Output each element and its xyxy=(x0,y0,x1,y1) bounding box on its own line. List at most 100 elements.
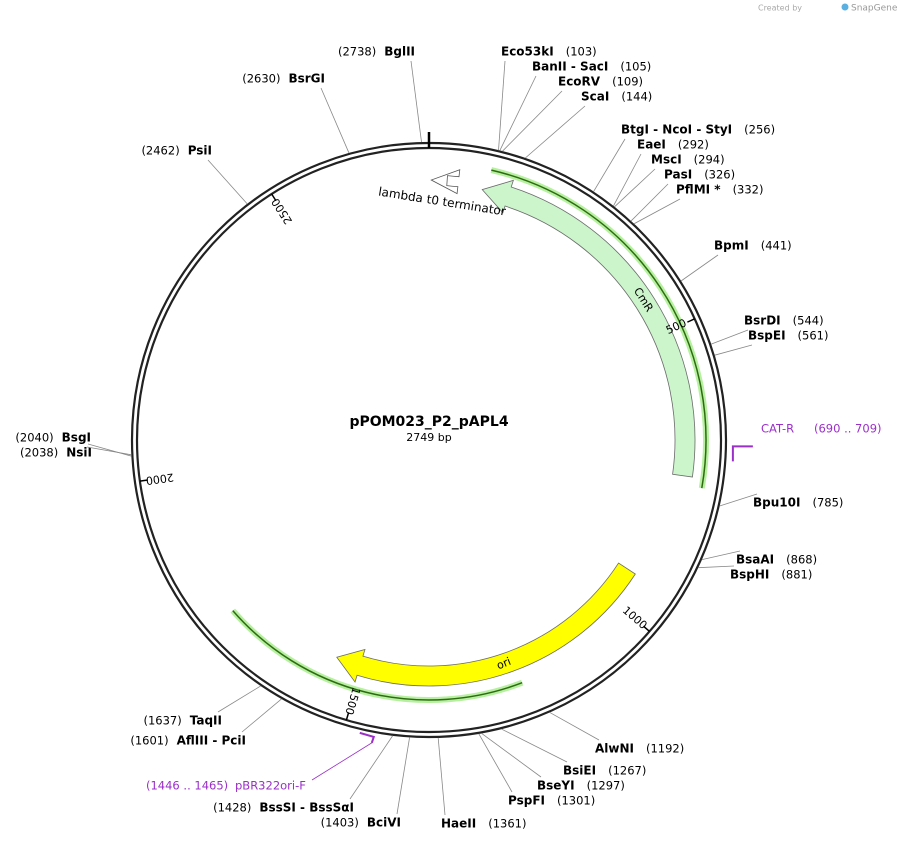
primer-leader xyxy=(311,742,372,781)
site-position: (103) xyxy=(566,45,597,59)
primer-range: (1446 .. 1465) xyxy=(146,779,228,793)
site-position: (292) xyxy=(678,138,709,152)
feature-ori xyxy=(336,562,636,687)
site-leader xyxy=(320,87,350,154)
site-position: (561) xyxy=(798,329,829,343)
site-position: (1267) xyxy=(608,764,646,778)
tick-mark xyxy=(687,318,695,323)
site-position: (2630) xyxy=(242,72,280,86)
site-name: BsrGI xyxy=(288,72,325,86)
site-position: (868) xyxy=(786,553,817,567)
site-name: EaeI xyxy=(637,138,666,152)
site-leader xyxy=(630,183,669,222)
site-leader xyxy=(501,728,568,763)
site-leader xyxy=(87,443,132,457)
site-name: BsaAI xyxy=(736,553,774,567)
site-position: (1361) xyxy=(488,817,526,831)
site-position: (332) xyxy=(733,183,764,197)
site-name: BtgI - NcoI - StyI xyxy=(621,123,732,137)
site-name: BciVI xyxy=(367,816,401,830)
site-name: BspHI xyxy=(730,568,769,582)
site-position: (1428) xyxy=(213,801,251,815)
site-name: NsiI xyxy=(66,446,92,460)
site-name: HaeII xyxy=(441,817,476,831)
tick-label: 2500 xyxy=(269,196,295,227)
site-name: MscI xyxy=(651,153,682,167)
site-leader xyxy=(396,737,410,815)
site-position: (326) xyxy=(704,168,735,182)
site-leader xyxy=(502,90,563,152)
site-position: (294) xyxy=(694,153,725,167)
site-leader xyxy=(711,329,749,345)
site-leader xyxy=(498,60,506,151)
site-position: (1403) xyxy=(321,816,359,830)
feature-label: ori xyxy=(495,655,513,672)
site-leader xyxy=(217,685,261,713)
site-leader xyxy=(680,254,719,282)
site-position: (144) xyxy=(621,90,652,104)
site-leader xyxy=(633,198,681,225)
site-position: (785) xyxy=(812,496,843,510)
ori-glow xyxy=(230,608,524,703)
site-leader xyxy=(549,712,600,741)
site-name: EcoRV xyxy=(558,75,601,89)
site-position: (2038) xyxy=(20,446,58,460)
tick-mark xyxy=(642,625,651,632)
site-name: PsiI xyxy=(188,144,212,158)
site-leader xyxy=(499,75,537,151)
site-name: BsgI xyxy=(62,431,91,445)
site-leader xyxy=(593,138,626,192)
site-leader xyxy=(410,60,422,143)
site-name: BpmI xyxy=(714,239,749,253)
site-position: (1297) xyxy=(587,779,625,793)
site-leader xyxy=(714,344,753,356)
site-leader xyxy=(719,493,758,507)
site-name: AflIII - PciI xyxy=(177,734,246,748)
site-position: (441) xyxy=(761,239,792,253)
site-position: (1192) xyxy=(646,742,684,756)
site-leader xyxy=(614,168,656,208)
site-name: BssSI - BssSαI xyxy=(259,801,354,815)
site-leader xyxy=(349,735,393,800)
feature-terminator xyxy=(430,169,461,195)
site-leader xyxy=(241,698,282,733)
site-name: BglII xyxy=(384,45,415,59)
site-leader xyxy=(207,159,248,205)
site-name: BseYI xyxy=(537,779,575,793)
site-name: ScaI xyxy=(581,90,609,104)
site-name: TaqII xyxy=(190,714,222,728)
primer-range: (690 .. 709) xyxy=(814,422,882,436)
site-position: (105) xyxy=(620,60,651,74)
primer-name: CAT-R xyxy=(761,422,794,436)
site-name: Bpu10I xyxy=(753,496,800,510)
site-name: BsiEI xyxy=(563,764,596,778)
tick-mark xyxy=(139,479,148,482)
site-leader xyxy=(701,550,741,561)
site-name: Eco53kI xyxy=(501,45,554,59)
site-position: (2040) xyxy=(15,431,53,445)
site-leader xyxy=(481,733,542,778)
plasmid-length: 2749 bp xyxy=(406,431,451,444)
primer-name: pBR322ori-F xyxy=(235,779,306,793)
tick-mark xyxy=(271,193,277,202)
tick-label: 1500 xyxy=(342,686,362,717)
site-name: AlwNI xyxy=(595,742,634,756)
credit: Created by xyxy=(758,4,802,13)
plasmid-name: pPOM023_P2_pAPL4 xyxy=(349,414,508,430)
site-position: (1637) xyxy=(143,714,181,728)
site-position: (109) xyxy=(612,75,643,89)
ori-direction xyxy=(232,610,523,701)
primer-mark xyxy=(731,445,753,462)
site-position: (256) xyxy=(744,123,775,137)
cds-direction xyxy=(491,169,707,489)
site-position: (2462) xyxy=(141,144,179,158)
site-position: (1601) xyxy=(130,734,168,748)
site-leader xyxy=(478,733,513,793)
site-leader xyxy=(525,105,586,159)
site-name: PspFI xyxy=(508,794,545,808)
feature-cmr xyxy=(481,179,696,478)
site-leader xyxy=(437,737,446,816)
primer-mark xyxy=(359,731,376,744)
